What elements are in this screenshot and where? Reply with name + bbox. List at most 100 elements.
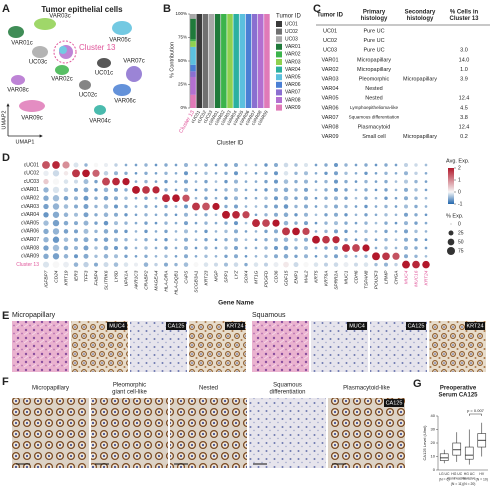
dot	[424, 163, 428, 167]
dot	[144, 204, 148, 209]
dot	[214, 213, 218, 217]
dot	[43, 195, 49, 201]
dot	[52, 195, 60, 202]
legend-swatch	[276, 66, 282, 73]
dot	[364, 163, 368, 167]
dot	[394, 213, 398, 217]
dot	[162, 194, 170, 203]
chart-title: Preoperative	[440, 386, 477, 392]
dot	[384, 204, 388, 209]
dot	[364, 204, 368, 209]
dot	[332, 236, 340, 244]
dot	[303, 162, 309, 168]
micrograph	[249, 398, 326, 468]
dot	[43, 245, 49, 251]
dot	[103, 262, 109, 268]
dot	[412, 260, 420, 269]
dot	[254, 188, 258, 192]
gene-label: SPP1	[223, 270, 229, 283]
dot	[354, 180, 358, 183]
row-label: cVAR05	[21, 220, 39, 226]
legend-swatch	[276, 21, 282, 27]
cluster-blob	[113, 84, 131, 96]
dot	[424, 188, 428, 192]
dot	[354, 230, 358, 233]
bar-segment	[221, 14, 227, 108]
cluster-blob	[11, 75, 25, 85]
dot	[374, 246, 378, 250]
dot	[354, 238, 358, 242]
table-cell: VAR01	[321, 57, 338, 63]
dot	[254, 163, 258, 167]
dot	[283, 187, 289, 193]
stain-tag	[166, 322, 186, 330]
dot	[283, 162, 289, 168]
dot	[214, 196, 218, 200]
table-cell: VAR08	[321, 124, 338, 130]
dot	[333, 262, 339, 267]
dot	[324, 229, 328, 234]
gene-label: SCGB3A1	[193, 270, 199, 292]
dot	[324, 163, 328, 167]
dot	[283, 245, 289, 251]
dot	[164, 229, 168, 234]
table-header: Cluster 13	[449, 16, 479, 22]
dot	[233, 171, 239, 176]
dot	[134, 213, 138, 217]
dot	[113, 254, 119, 259]
dot	[52, 178, 60, 185]
dot	[73, 162, 79, 168]
cluster-blob	[126, 66, 142, 82]
bar-segment	[208, 14, 215, 108]
dot	[344, 196, 348, 200]
dot	[394, 205, 398, 208]
dot	[344, 237, 348, 242]
umap-x-label: UMAP1	[16, 139, 35, 145]
dot	[94, 229, 98, 234]
dot	[194, 246, 198, 250]
umap-title: Tumor epithelial cells	[41, 5, 123, 14]
dot	[154, 262, 158, 267]
x-tick-label: Noninvasive	[448, 476, 467, 480]
dot	[403, 187, 409, 192]
dot	[294, 221, 298, 225]
y-tick-label: 10	[431, 454, 436, 459]
dot	[164, 246, 168, 250]
table-cell: Pleomorphic	[359, 76, 390, 82]
gene-label: SPRR2A	[333, 271, 339, 290]
dot	[103, 220, 109, 226]
dot	[124, 204, 128, 209]
dot	[273, 204, 279, 209]
cluster-blob	[97, 58, 111, 68]
dot	[94, 179, 98, 184]
y-axis-label: CA125 Level (U/ml)	[422, 425, 427, 461]
table-cell: VAR03	[321, 76, 338, 82]
dot	[113, 237, 119, 242]
dot	[394, 180, 398, 183]
dot	[204, 246, 208, 250]
dot	[62, 161, 70, 169]
dot	[364, 171, 368, 176]
dot	[264, 188, 268, 192]
y-tick-label: 20	[431, 440, 436, 445]
dot	[253, 262, 259, 267]
dot	[283, 254, 289, 259]
dot	[144, 246, 148, 250]
panel-letter: A	[2, 3, 10, 15]
box	[464, 446, 474, 460]
dot	[164, 213, 168, 217]
dot	[183, 262, 189, 267]
dot	[174, 213, 178, 217]
cluster13-outline	[53, 40, 77, 64]
dot	[194, 171, 198, 175]
dot	[73, 204, 79, 209]
dot	[263, 262, 269, 267]
x-tick-label: cUC01	[190, 109, 201, 124]
dot	[233, 196, 239, 201]
cluster-blob	[19, 100, 45, 112]
dot	[103, 204, 109, 209]
dot	[113, 171, 119, 176]
dot	[134, 238, 138, 242]
dot	[273, 162, 279, 168]
table-cell: Pure UC	[363, 38, 384, 44]
